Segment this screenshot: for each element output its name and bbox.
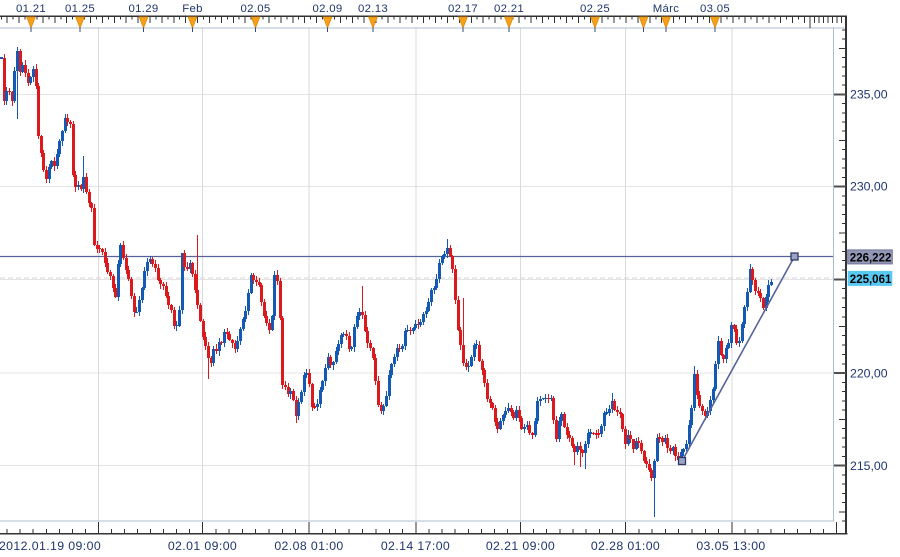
svg-text:01.25: 01.25	[65, 3, 95, 15]
svg-text:226,222: 226,222	[850, 252, 892, 264]
svg-text:215,00: 215,00	[850, 459, 888, 473]
svg-text:02.28 01:00: 02.28 01:00	[591, 539, 660, 553]
svg-text:2012.01.19 09:00: 2012.01.19 09:00	[0, 539, 101, 553]
svg-text:02.09: 02.09	[312, 3, 342, 15]
svg-text:01.29: 01.29	[128, 3, 158, 15]
svg-text:03.05 13:00: 03.05 13:00	[696, 539, 765, 553]
svg-text:02.13: 02.13	[358, 3, 388, 15]
svg-text:02.08 01:00: 02.08 01:00	[274, 539, 343, 553]
svg-text:02.05: 02.05	[240, 3, 270, 15]
svg-text:Márc: Márc	[653, 3, 680, 15]
svg-text:03.05: 03.05	[700, 3, 730, 15]
svg-text:02.14 17:00: 02.14 17:00	[381, 539, 450, 553]
svg-text:02.17: 02.17	[448, 3, 478, 15]
svg-text:225,061: 225,061	[850, 274, 892, 286]
svg-text:01.21: 01.21	[16, 3, 46, 15]
svg-text:220,00: 220,00	[850, 366, 888, 380]
svg-text:02.21 09:00: 02.21 09:00	[486, 539, 555, 553]
svg-text:02.01 09:00: 02.01 09:00	[168, 539, 237, 553]
svg-text:230,00: 230,00	[850, 180, 888, 194]
svg-text:Feb: Feb	[182, 3, 203, 15]
svg-text:02.25: 02.25	[580, 3, 610, 15]
svg-text:235,00: 235,00	[850, 88, 888, 102]
svg-text:02.21: 02.21	[494, 3, 524, 15]
